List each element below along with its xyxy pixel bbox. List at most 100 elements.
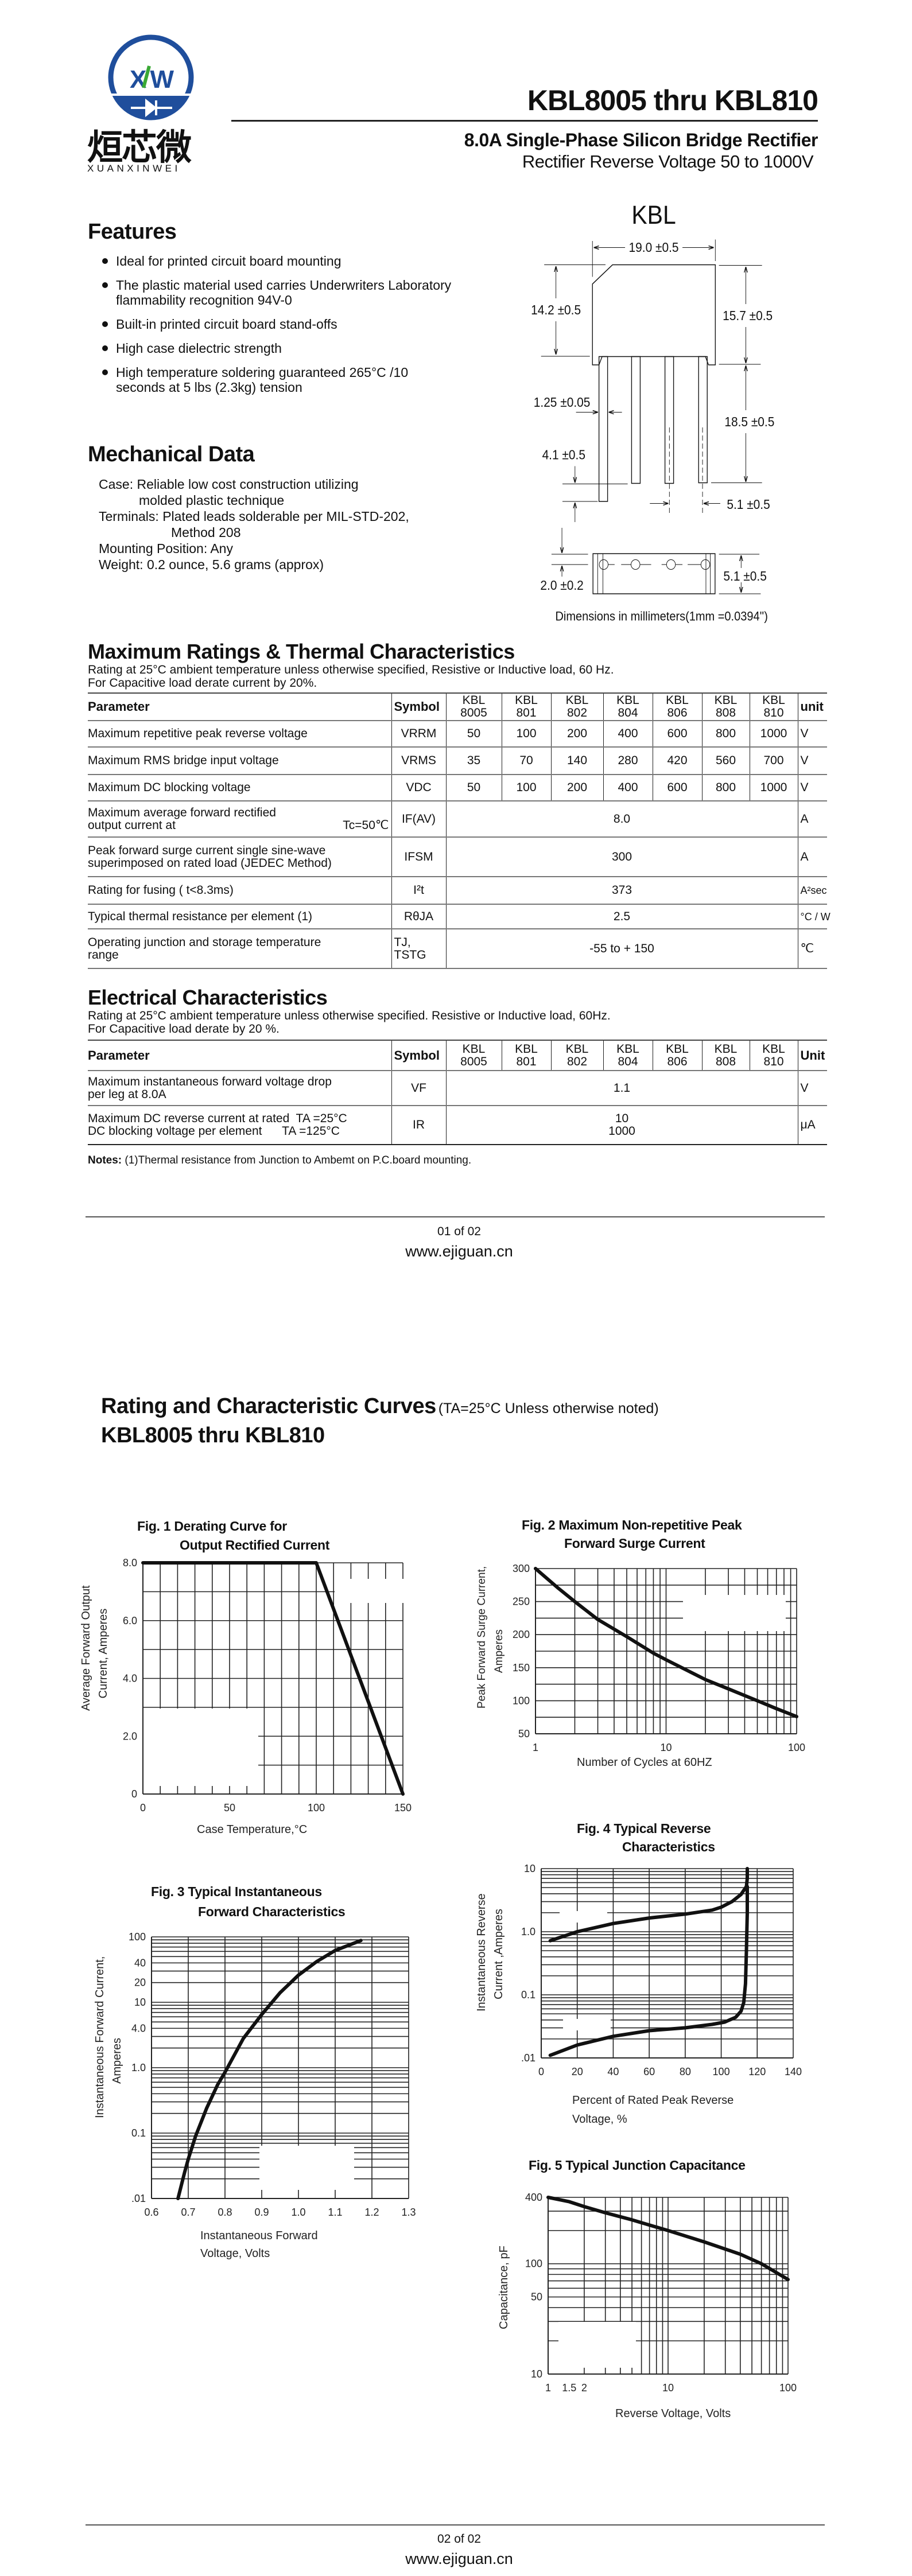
table-row: Maximum DC blocking voltage VDC 50 100 200 4… [88, 775, 827, 801]
logo-letters: X W [130, 65, 174, 94]
x-tick-label: 0.6 [144, 2207, 158, 2218]
feature-item: Built-in printed circuit board stand-off… [102, 317, 504, 332]
x-tick-label: 100 [713, 2066, 730, 2077]
y-tick-label: 400 [525, 2192, 542, 2203]
fig1-ylabel: Average Forward Output Current, Amperes [80, 1585, 110, 1711]
fig2-title: Forward Surge Current [564, 1536, 705, 1551]
fig1-annotation: Heat Sink mounting, Tc [339, 1579, 386, 1602]
package-bottom-view [592, 553, 716, 594]
fig2-xlabel: Number of Cycles at 60HZ [577, 1756, 712, 1769]
col-model: KBL 808 [701, 693, 750, 721]
fig4-title: Fig. 4 Typical Reverse [577, 1821, 711, 1836]
y-tick-label: 150 [513, 1662, 530, 1674]
footnote: Notes: (1)Thermal resistance from Juncti… [88, 1154, 472, 1166]
col-symbol: Symbol [391, 693, 446, 721]
table-row: Typical thermal resistance per element (… [88, 904, 830, 929]
dim-lead-width: 1.25 ±0.05 [534, 395, 591, 410]
y-tick-label: 4.0 [131, 2022, 146, 2034]
product-subtitle: 8.0A Single-Phase Silicon Bridge Rectifi… [464, 130, 818, 150]
page-title: KBL8005 thru KBL810 [527, 84, 818, 116]
website-link[interactable]: www.ejiguan.cn [405, 1243, 513, 1260]
feature-item: High temperature soldering guaranteed 26… [102, 365, 504, 395]
y-tick-label: 10 [531, 2368, 542, 2380]
fig2-chart: 1 10 100 50 100 150 200 250 300 [513, 1563, 805, 1753]
y-tick-label: 100 [513, 1695, 530, 1706]
mechanical-heading: Mechanical Data [88, 442, 255, 466]
feature-item: Ideal for printed circuit board mounting [102, 254, 504, 269]
col-model: KBL 801 [501, 693, 551, 721]
x-tick-label: 100 [779, 2382, 797, 2394]
table-row: Rating for fusing ( t<8.3ms) I²t 373 A²s… [88, 877, 827, 904]
x-tick-label: 1 [545, 2382, 551, 2394]
dim-lead-pitch: 5.1 ±0.5 [727, 497, 770, 512]
fig4-title: Characteristics [622, 1839, 715, 1854]
x-tick-label: 10 [662, 2382, 674, 2394]
feature-item: The plastic material used carries Underw… [102, 278, 504, 308]
fig5-title: Fig. 5 Typical Junction Capacitance [529, 2158, 746, 2173]
table-row: Operating junction and storage temperatu… [88, 929, 827, 968]
dim-depth: 5.1 ±0.5 [723, 569, 766, 583]
x-tick-label: 0 [140, 1802, 146, 1814]
website-link[interactable]: www.ejiguan.cn [405, 2550, 513, 2567]
y-tick-label: 8.0 [123, 1557, 137, 1569]
x-tick-label: 0.8 [218, 2207, 232, 2218]
col-model: KBL 8005 [445, 693, 502, 721]
mech-line: Weight: 0.2 ounce, 5.6 grams (approx) [99, 557, 324, 572]
y-tick-label: .01 [131, 2193, 146, 2204]
footer-rule [86, 2524, 825, 2526]
ratings-note: Rating at 25°C ambient temperature unles… [88, 663, 614, 676]
x-tick-label: 20 [572, 2066, 583, 2077]
bullet-icon [102, 258, 108, 264]
fig3-title: Fig. 3 Typical Instantaneous [151, 1884, 322, 1899]
fig3-ylabel: Instantaneous Forward Current, Amperes [94, 1956, 123, 2118]
x-tick-label: 150 [394, 1802, 412, 1814]
x-tick-label: 1.0 [291, 2207, 305, 2218]
x-tick-label: 100 [308, 1802, 325, 1814]
x-tick-label: 100 [788, 1742, 805, 1753]
features-heading: Features [88, 220, 177, 244]
dim-width: 19.0 ±0.5 [629, 240, 679, 255]
company-pinyin: XUANXINWEI [87, 163, 181, 174]
fig3-title: Forward Characteristics [198, 1904, 346, 1919]
mech-line: Case: Reliable low cost construction uti… [99, 477, 359, 492]
lead [631, 356, 641, 484]
y-tick-label: 100 [525, 2258, 542, 2270]
table-row: Maximum DC reverse current at rated TA =… [88, 1106, 827, 1145]
x-tick-label: 1.5 [562, 2382, 576, 2394]
footer-rule [86, 1216, 825, 1217]
fig5-xlabel: Reverse Voltage, Volts [615, 2407, 731, 2420]
electrical-heading: Electrical Characteristics [88, 986, 328, 1009]
y-tick-label: 50 [518, 1728, 530, 1740]
curves-heading: Rating and Characteristic Curves (TA=25°C… [101, 1394, 659, 1418]
table-header-row: Parameter Symbol KBL 8005 KBL 801 KBL 802 K… [88, 1040, 827, 1071]
mechanical-data: Case: Reliable low cost construction uti… [99, 476, 409, 573]
ratings-note: For Capacitive load derate current by 20… [88, 676, 317, 690]
dim-lead-offset: 4.1 ±0.5 [542, 448, 585, 462]
dimensions-caption: Dimensions in millimeters(1mm =0.0394'') [556, 610, 768, 624]
table-row: Maximum average forward rectified output … [88, 801, 827, 837]
param-note: Tc=50℃ [343, 818, 389, 832]
company-logo: X W [86, 32, 218, 123]
fig4-chart: 0 20 40 60 80 100 120 140 .01 0.1 1.0 10 [521, 1863, 802, 2077]
package-name: KBL [631, 201, 676, 229]
page-number: 02 of 02 [437, 2532, 481, 2546]
features-list: Ideal for printed circuit board mounting… [102, 254, 504, 404]
y-tick-label: 0.1 [521, 1989, 535, 2001]
fig2-ylabel: Peak Forward Surge Current, Amperes [476, 1566, 505, 1709]
bullet-icon [102, 282, 108, 288]
fig1-xlabel: Case Temperature,°C [197, 1823, 308, 1836]
ratings-heading: Maximum Ratings & Thermal Characteristic… [88, 640, 515, 663]
electrical-note: For Capacitive load derate by 20 %. [88, 1022, 280, 1036]
mech-line: Mounting Position: Any [99, 541, 233, 556]
y-tick-label: 250 [513, 1596, 530, 1608]
voltage-subtitle: Rectifier Reverse Voltage 50 to 1000V [522, 151, 814, 172]
y-tick-label: 40 [134, 1957, 146, 1968]
fig1-annotation: 60Hz Resistive of Inductive Load Mounted o… [155, 1715, 234, 1776]
y-tick-label: 10 [524, 1863, 535, 1874]
y-tick-label: 0 [131, 1788, 137, 1800]
diode-icon [131, 98, 172, 118]
electrical-note: Rating at 25°C ambient temperature unles… [88, 1009, 611, 1022]
fig4-ylabel: Instantaneous Reverse Current ,Amperes [475, 1893, 505, 2011]
logo-mark: X W [108, 34, 195, 120]
package-drawing: KBL 19.0 ±0.5 14.2 ±0.5 15.7 ±0.5 1.25 ±… [531, 201, 774, 624]
